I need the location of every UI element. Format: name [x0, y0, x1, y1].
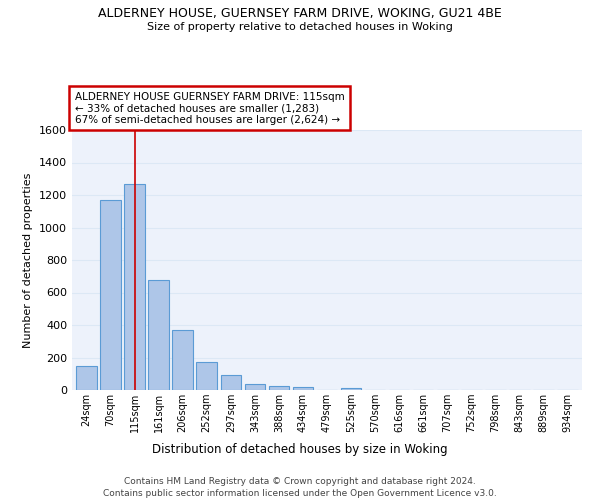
Text: Contains HM Land Registry data © Crown copyright and database right 2024.: Contains HM Land Registry data © Crown c…	[124, 478, 476, 486]
Bar	[100, 200, 121, 390]
Bar	[269, 386, 289, 390]
Text: Contains public sector information licensed under the Open Government Licence v3: Contains public sector information licen…	[103, 489, 497, 498]
Text: Size of property relative to detached houses in Woking: Size of property relative to detached ho…	[147, 22, 453, 32]
Bar	[221, 376, 241, 390]
Bar	[172, 330, 193, 390]
Bar	[293, 387, 313, 390]
Text: ALDERNEY HOUSE, GUERNSEY FARM DRIVE, WOKING, GU21 4BE: ALDERNEY HOUSE, GUERNSEY FARM DRIVE, WOK…	[98, 8, 502, 20]
Bar	[341, 388, 361, 390]
Bar	[76, 366, 97, 390]
Y-axis label: Number of detached properties: Number of detached properties	[23, 172, 34, 348]
Bar	[148, 280, 169, 390]
Bar	[245, 384, 265, 390]
Bar	[124, 184, 145, 390]
Text: Distribution of detached houses by size in Woking: Distribution of detached houses by size …	[152, 442, 448, 456]
Text: ALDERNEY HOUSE GUERNSEY FARM DRIVE: 115sqm
← 33% of detached houses are smaller : ALDERNEY HOUSE GUERNSEY FARM DRIVE: 115s…	[74, 92, 344, 125]
Bar	[196, 362, 217, 390]
